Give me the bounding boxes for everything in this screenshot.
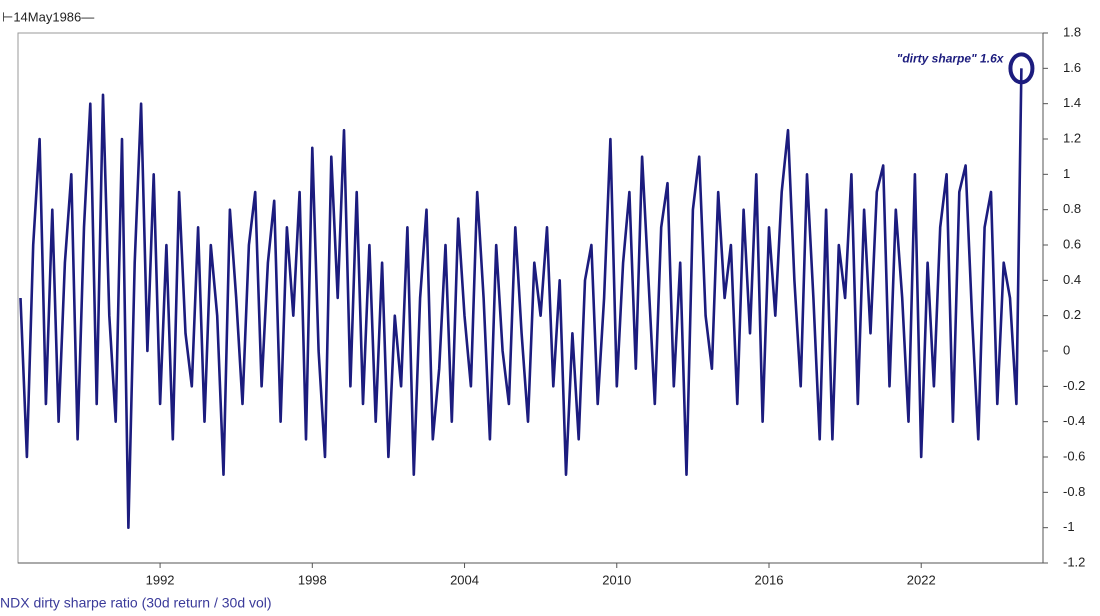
- y-tick-label: -0.4: [1063, 413, 1085, 428]
- y-tick-label: -0.6: [1063, 448, 1085, 463]
- x-tick-label: 1998: [298, 572, 327, 587]
- x-tick-label: 2004: [450, 572, 479, 587]
- plot-frame: [17, 32, 1044, 564]
- x-tick-label: 2016: [755, 572, 784, 587]
- y-tick-label: -0.2: [1063, 378, 1085, 393]
- y-tick-label: 0.6: [1063, 236, 1081, 251]
- y-tick-label: 1.4: [1063, 95, 1081, 110]
- series-line: [19, 68, 1023, 529]
- x-tick-label: 2010: [602, 572, 631, 587]
- y-tick-label: 0.4: [1063, 272, 1081, 287]
- start-label: ⊢14May1986—: [2, 9, 94, 24]
- y-tick-label: 0.2: [1063, 307, 1081, 322]
- legend-label: NDX dirty sharpe ratio (30d return / 30d…: [0, 595, 272, 611]
- y-tick-label: 1.6: [1063, 60, 1081, 75]
- y-tick-label: 1.8: [1063, 24, 1081, 39]
- y-tick-label: 1.2: [1063, 130, 1081, 145]
- highlight-circle: [1008, 52, 1035, 85]
- y-tick-label: 1: [1063, 166, 1070, 181]
- y-tick-label: -1: [1063, 519, 1075, 534]
- y-tick-label: -1.2: [1063, 554, 1085, 569]
- y-tick-label: 0.8: [1063, 201, 1081, 216]
- annotation: "dirty sharpe" 1.6x: [897, 52, 1005, 66]
- x-tick-label: 1992: [146, 572, 175, 587]
- x-tick-label: 2022: [907, 572, 936, 587]
- y-tick-label: -0.8: [1063, 484, 1085, 499]
- y-tick-label: 0: [1063, 342, 1070, 357]
